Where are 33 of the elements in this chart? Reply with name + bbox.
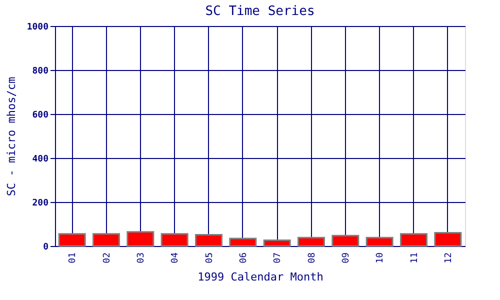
chart-title: SC Time Series [205,4,315,19]
x-tick-label: 02 [102,252,112,264]
bar [126,231,154,247]
bar [434,232,462,247]
bar [92,233,120,247]
bar [366,236,394,247]
bar [298,236,325,247]
bar [332,234,360,247]
bar [400,233,428,247]
x-tick-label: 08 [307,252,318,264]
bar [195,234,222,247]
y-tick-label: 1000 [26,22,48,32]
x-tick-label: 06 [238,252,249,264]
y-axis-title: SC - micro mhos/cm [4,76,18,196]
x-tick-label: 03 [136,252,146,264]
x-tick-label: 10 [376,252,386,264]
bar [263,240,291,247]
y-tick-label: 0 [43,242,48,252]
x-tick-label: 05 [204,252,215,264]
x-tick-label: 09 [341,252,352,264]
bar [229,238,257,247]
x-axis-title: 1999 Calendar Month [198,270,324,284]
x-tick-label: 07 [273,252,284,264]
x-tick-label: 11 [410,252,420,264]
y-tick-label: 400 [32,154,48,164]
bar [160,233,188,247]
bar [58,233,86,247]
x-tick-label: 01 [68,252,78,264]
y-tick-label: 800 [32,66,48,76]
y-tick-label: 600 [32,110,48,120]
x-tick-label: 12 [444,252,454,264]
x-tick-label: 04 [170,252,181,264]
y-tick-label: 200 [32,198,48,208]
